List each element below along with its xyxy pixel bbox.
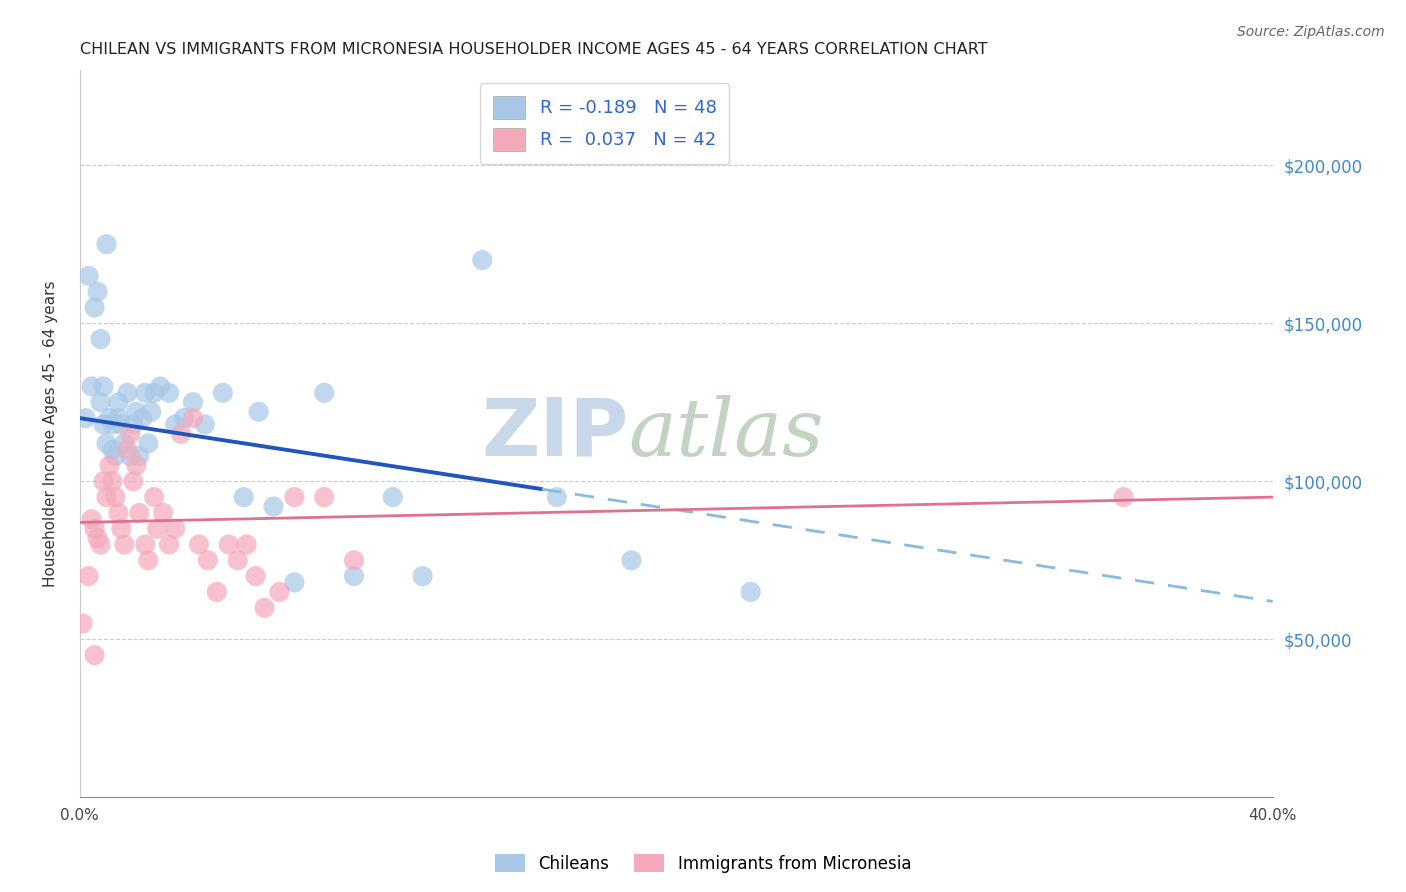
Point	[170, 426, 193, 441]
Point	[122, 475, 145, 489]
Point	[343, 553, 366, 567]
Point	[314, 385, 336, 400]
Point	[80, 379, 103, 393]
Point	[83, 522, 105, 536]
Point	[471, 253, 494, 268]
Point	[1112, 490, 1135, 504]
Point	[107, 506, 129, 520]
Y-axis label: Householder Income Ages 45 - 64 years: Householder Income Ages 45 - 64 years	[44, 281, 58, 587]
Point	[149, 379, 172, 393]
Point	[107, 395, 129, 409]
Point	[93, 379, 115, 393]
Point	[125, 405, 148, 419]
Point	[96, 490, 118, 504]
Point	[235, 537, 257, 551]
Point	[107, 411, 129, 425]
Point	[77, 569, 100, 583]
Point	[211, 385, 233, 400]
Point	[283, 575, 305, 590]
Point	[101, 417, 124, 432]
Point	[412, 569, 434, 583]
Point	[143, 385, 166, 400]
Point	[83, 648, 105, 662]
Point	[110, 417, 132, 432]
Point	[157, 537, 180, 551]
Point	[93, 475, 115, 489]
Point	[146, 522, 169, 536]
Point	[101, 475, 124, 489]
Point	[110, 522, 132, 536]
Point	[269, 585, 291, 599]
Point	[112, 436, 135, 450]
Point	[245, 569, 267, 583]
Point	[117, 442, 139, 457]
Point	[122, 417, 145, 432]
Point	[194, 417, 217, 432]
Point	[93, 417, 115, 432]
Point	[120, 426, 142, 441]
Point	[89, 395, 111, 409]
Point	[283, 490, 305, 504]
Point	[131, 411, 153, 425]
Point	[173, 411, 195, 425]
Point	[136, 436, 159, 450]
Point	[72, 616, 94, 631]
Point	[104, 449, 127, 463]
Point	[263, 500, 285, 514]
Point	[740, 585, 762, 599]
Point	[253, 600, 276, 615]
Point	[247, 405, 270, 419]
Point	[96, 436, 118, 450]
Point	[117, 385, 139, 400]
Point	[134, 385, 156, 400]
Text: CHILEAN VS IMMIGRANTS FROM MICRONESIA HOUSEHOLDER INCOME AGES 45 - 64 YEARS CORR: CHILEAN VS IMMIGRANTS FROM MICRONESIA HO…	[80, 42, 987, 57]
Legend: R = -0.189   N = 48, R =  0.037   N = 42: R = -0.189 N = 48, R = 0.037 N = 42	[479, 83, 730, 164]
Point	[136, 553, 159, 567]
Point	[152, 506, 174, 520]
Point	[89, 332, 111, 346]
Point	[77, 268, 100, 283]
Point	[165, 522, 187, 536]
Point	[98, 458, 121, 473]
Point	[546, 490, 568, 504]
Point	[83, 301, 105, 315]
Legend: Chileans, Immigrants from Micronesia: Chileans, Immigrants from Micronesia	[488, 847, 918, 880]
Point	[104, 490, 127, 504]
Point	[205, 585, 228, 599]
Point	[141, 405, 163, 419]
Point	[98, 411, 121, 425]
Point	[381, 490, 404, 504]
Point	[128, 506, 150, 520]
Point	[89, 537, 111, 551]
Text: ZIP: ZIP	[481, 395, 628, 473]
Point	[226, 553, 249, 567]
Text: atlas: atlas	[628, 395, 824, 473]
Point	[128, 449, 150, 463]
Point	[80, 512, 103, 526]
Point	[181, 395, 204, 409]
Point	[86, 285, 108, 299]
Point	[112, 537, 135, 551]
Point	[143, 490, 166, 504]
Point	[620, 553, 643, 567]
Point	[343, 569, 366, 583]
Point	[232, 490, 254, 504]
Point	[157, 385, 180, 400]
Point	[96, 237, 118, 252]
Point	[197, 553, 219, 567]
Point	[165, 417, 187, 432]
Point	[86, 531, 108, 545]
Point	[120, 449, 142, 463]
Point	[75, 411, 97, 425]
Point	[134, 537, 156, 551]
Point	[314, 490, 336, 504]
Point	[181, 411, 204, 425]
Text: Source: ZipAtlas.com: Source: ZipAtlas.com	[1237, 25, 1385, 39]
Point	[218, 537, 240, 551]
Point	[125, 458, 148, 473]
Point	[187, 537, 209, 551]
Point	[101, 442, 124, 457]
